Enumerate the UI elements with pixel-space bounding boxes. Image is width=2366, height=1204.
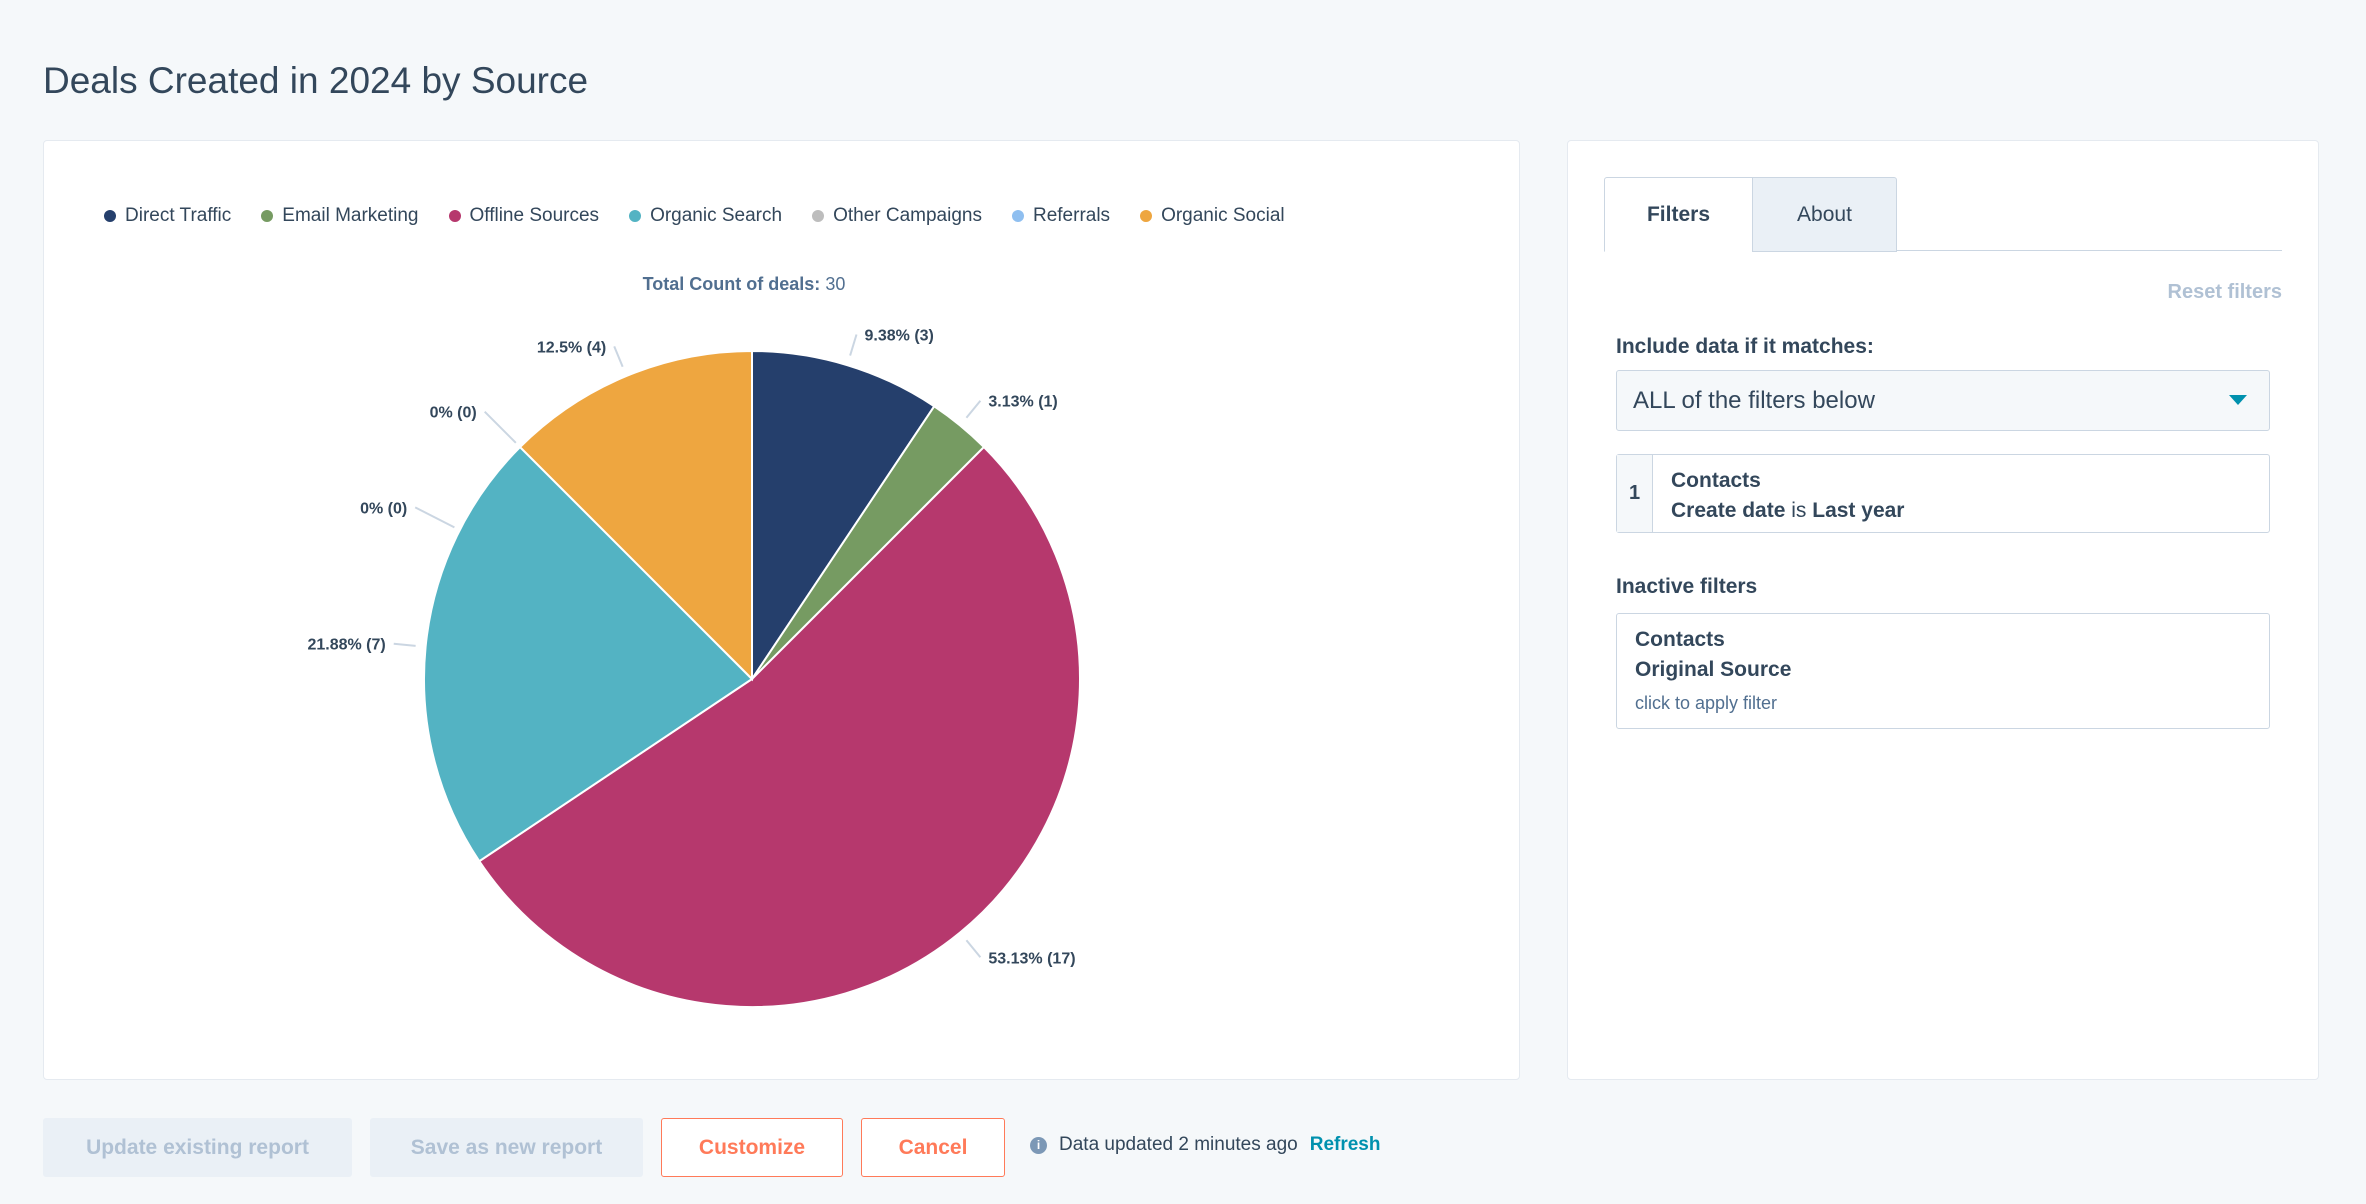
slice-label: 0% (0) xyxy=(360,500,407,517)
slice-label: 3.13% (1) xyxy=(988,394,1057,411)
include-data-label: Include data if it matches: xyxy=(1616,335,1874,358)
pie-chart: 9.38% (3) 3.13% (1) 53.13% (17) 21.88% (7) 0… xyxy=(307,328,1081,1008)
inactive-filter-hint: click to apply filter xyxy=(1635,693,1778,713)
total-count-label: Total Count of deals: xyxy=(642,274,821,294)
filter-value: Last year xyxy=(1812,499,1905,522)
refresh-link[interactable]: Refresh xyxy=(1309,1134,1381,1155)
slice-label: 53.13% (17) xyxy=(988,950,1075,967)
cancel-button[interactable]: Cancel xyxy=(861,1118,1005,1177)
legend-item[interactable]: Referrals xyxy=(1011,205,1111,227)
slice-leader-line xyxy=(613,346,624,368)
slice-leader-line xyxy=(965,400,982,419)
legend-dot-icon xyxy=(812,210,825,222)
total-count-value: 30 xyxy=(825,274,846,294)
legend-item[interactable]: Offline Sources xyxy=(448,205,600,227)
legend-item[interactable]: Email Marketing xyxy=(261,205,419,227)
pie-slice[interactable] xyxy=(751,349,936,683)
slice-leader-line xyxy=(393,642,416,647)
legend-label: Referrals xyxy=(1032,205,1111,226)
legend-item[interactable]: Organic Social xyxy=(1140,205,1285,227)
legend-label: Other Campaigns xyxy=(833,205,982,226)
filter-object: Contacts xyxy=(1671,469,1761,492)
inactive-filter-property: Original Source xyxy=(1635,658,1792,681)
slice-leader-line xyxy=(484,411,517,444)
slice-leader-line xyxy=(414,506,455,529)
inactive-filters-label: Inactive filters xyxy=(1616,575,1758,598)
status-text: Data updated 2 minutes ago xyxy=(1059,1134,1298,1155)
total-count: Total Count of deals: 30 xyxy=(44,274,1444,295)
caret-down-icon xyxy=(2229,395,2247,405)
legend-label: Organic Social xyxy=(1161,205,1285,226)
slice-label: 21.88% (7) xyxy=(307,637,385,654)
slice-label: 9.38% (3) xyxy=(865,328,934,345)
filter-operator: is xyxy=(1791,499,1807,522)
legend-label: Email Marketing xyxy=(282,205,419,226)
slice-leader-line xyxy=(965,939,982,958)
legend-dot-icon xyxy=(1011,210,1024,222)
active-filter-row[interactable]: 1 Contacts Create date is Last year xyxy=(1616,454,2270,533)
tab-filters[interactable]: Filters xyxy=(1604,177,1753,252)
info-icon: i xyxy=(1030,1136,1047,1154)
slice-leader-line xyxy=(849,334,858,356)
legend-item[interactable]: Direct Traffic xyxy=(104,205,231,227)
legend-item[interactable]: Other Campaigns xyxy=(812,205,982,227)
inactive-filter-object: Contacts xyxy=(1635,628,1725,651)
filter-match-value: ALL of the filters below xyxy=(1633,386,1875,414)
legend-dot-icon xyxy=(261,210,274,222)
legend-label: Direct Traffic xyxy=(125,205,232,226)
filter-number: 1 xyxy=(1617,455,1653,532)
customize-button[interactable]: Customize xyxy=(661,1118,843,1177)
filter-property: Create date xyxy=(1671,499,1786,522)
pie-slice[interactable] xyxy=(518,349,753,682)
inactive-filter-card[interactable]: Contacts Original Source click to apply … xyxy=(1616,613,2270,729)
legend-item[interactable]: Organic Search xyxy=(629,205,782,227)
legend-dot-icon xyxy=(629,210,642,222)
legend-dot-icon xyxy=(448,210,461,222)
tab-bar: Filters About xyxy=(1604,177,2282,252)
filter-match-select[interactable]: ALL of the filters below xyxy=(1616,370,2270,431)
slice-label: 0% (0) xyxy=(430,405,477,422)
legend-label: Offline Sources xyxy=(469,205,600,226)
update-existing-report-button[interactable]: Update existing report xyxy=(43,1118,352,1177)
pie-slice[interactable] xyxy=(477,445,1081,1008)
reset-filters-link[interactable]: Reset filters xyxy=(2167,281,2283,303)
pie-slice[interactable] xyxy=(423,445,754,863)
tab-about[interactable]: About xyxy=(1752,177,1897,252)
chart-card: Direct Traffic Email Marketing Offline Sou… xyxy=(43,140,1520,1080)
legend-label: Organic Search xyxy=(650,205,783,226)
save-as-new-report-button[interactable]: Save as new report xyxy=(370,1118,643,1177)
data-status: i Data updated 2 minutes ago Refresh xyxy=(1030,1134,1380,1156)
legend-dot-icon xyxy=(1140,210,1153,222)
chart-legend: Direct Traffic Email Marketing Offline Sou… xyxy=(104,205,1285,227)
filters-panel: Filters About Reset filters Include data… xyxy=(1567,140,2319,1080)
page-title: Deals Created in 2024 by Source xyxy=(43,60,589,101)
slice-label: 12.5% (4) xyxy=(537,339,606,356)
legend-dot-icon xyxy=(104,210,116,222)
